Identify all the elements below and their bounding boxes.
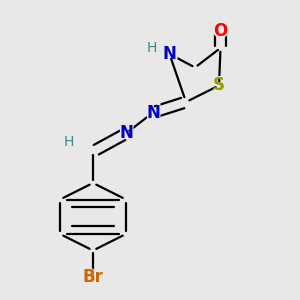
Text: S: S <box>213 76 225 94</box>
Text: N: N <box>144 103 162 122</box>
Text: H: H <box>64 136 74 149</box>
Text: O: O <box>212 22 229 41</box>
Text: N: N <box>163 45 176 63</box>
Text: Br: Br <box>80 268 106 287</box>
Text: H: H <box>144 39 159 57</box>
Text: Br: Br <box>82 268 103 286</box>
Text: H: H <box>61 134 76 152</box>
Text: O: O <box>213 22 228 40</box>
Text: S: S <box>212 76 226 95</box>
Text: H: H <box>146 41 157 55</box>
Text: N: N <box>161 44 178 64</box>
Text: N: N <box>119 124 133 142</box>
Text: N: N <box>146 103 160 122</box>
Text: N: N <box>117 124 135 143</box>
